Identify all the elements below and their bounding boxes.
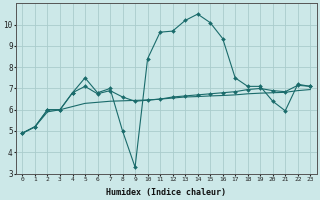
X-axis label: Humidex (Indice chaleur): Humidex (Indice chaleur): [106, 188, 226, 197]
